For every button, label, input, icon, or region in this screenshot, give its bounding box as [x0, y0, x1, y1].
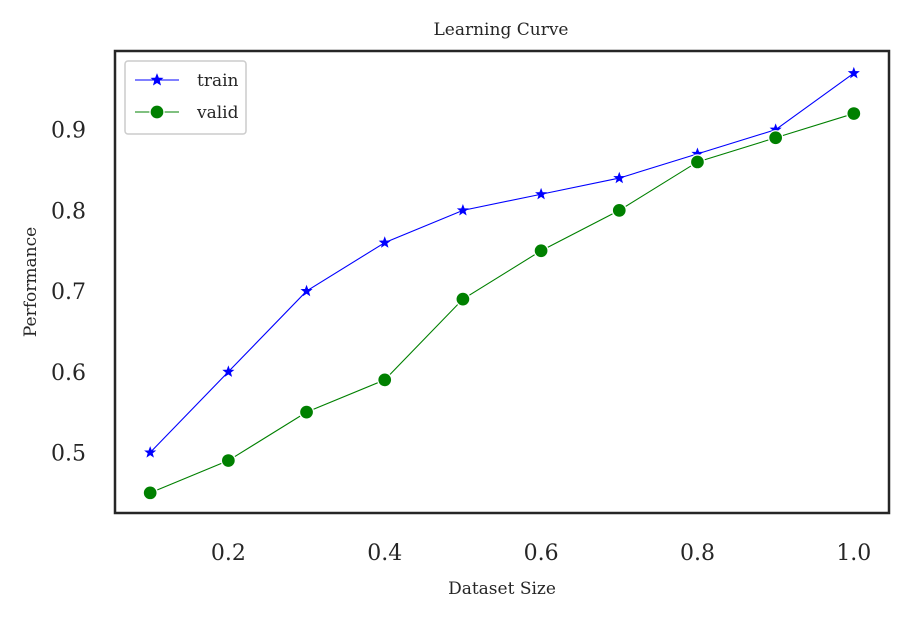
x-tick-label: 0.4	[367, 541, 402, 566]
series-valid	[142, 105, 862, 501]
data-point-valid	[377, 372, 393, 388]
data-point-valid	[220, 452, 237, 469]
x-axis-label: Dataset Size	[448, 579, 556, 599]
data-point-valid	[298, 404, 315, 420]
series-line-valid	[149, 113, 854, 494]
chart-title: Learning Curve	[434, 20, 569, 40]
legend-marker	[150, 73, 164, 86]
legend-label: valid	[196, 103, 239, 123]
data-point-train	[456, 204, 469, 216]
data-point-train	[613, 171, 626, 184]
data-point-train	[300, 284, 313, 297]
data-point-train	[222, 365, 235, 377]
data-point-valid	[142, 485, 158, 501]
y-axis-label: Performance	[21, 227, 41, 337]
data-point-train	[535, 187, 548, 200]
y-tick-label: 0.6	[51, 361, 86, 386]
data-point-valid	[611, 202, 627, 219]
legend-item-valid: valid	[135, 103, 239, 123]
x-tick-label: 0.2	[211, 541, 246, 566]
y-tick-label: 0.9	[51, 119, 86, 144]
x-tick-label: 0.6	[524, 541, 559, 566]
y-tick-label: 0.7	[51, 280, 86, 305]
data-point-valid	[689, 154, 706, 170]
x-tick-label: 0.8	[680, 541, 715, 566]
series-train	[144, 66, 860, 458]
data-point-train	[847, 66, 860, 79]
x-tick-label: 1.0	[836, 541, 871, 566]
y-tick-label: 0.5	[51, 441, 86, 466]
data-point-train	[378, 236, 391, 248]
data-point-valid	[455, 291, 471, 307]
legend: train valid	[124, 60, 247, 135]
y-axis-ticks: 0.5 0.6 0.7 0.8 0.9	[51, 119, 86, 467]
series-line-train	[149, 72, 855, 453]
data-point-valid	[767, 130, 784, 146]
legend-label: train	[197, 71, 239, 91]
series-layer	[142, 66, 862, 501]
x-axis-ticks: 0.2 0.4 0.6 0.8 1.0	[211, 541, 871, 566]
legend-marker	[149, 104, 165, 120]
legend-item-train: train	[135, 71, 239, 91]
data-point-train	[144, 446, 157, 458]
y-tick-label: 0.8	[51, 199, 86, 224]
data-point-valid	[533, 243, 549, 259]
data-point-valid	[846, 105, 862, 122]
